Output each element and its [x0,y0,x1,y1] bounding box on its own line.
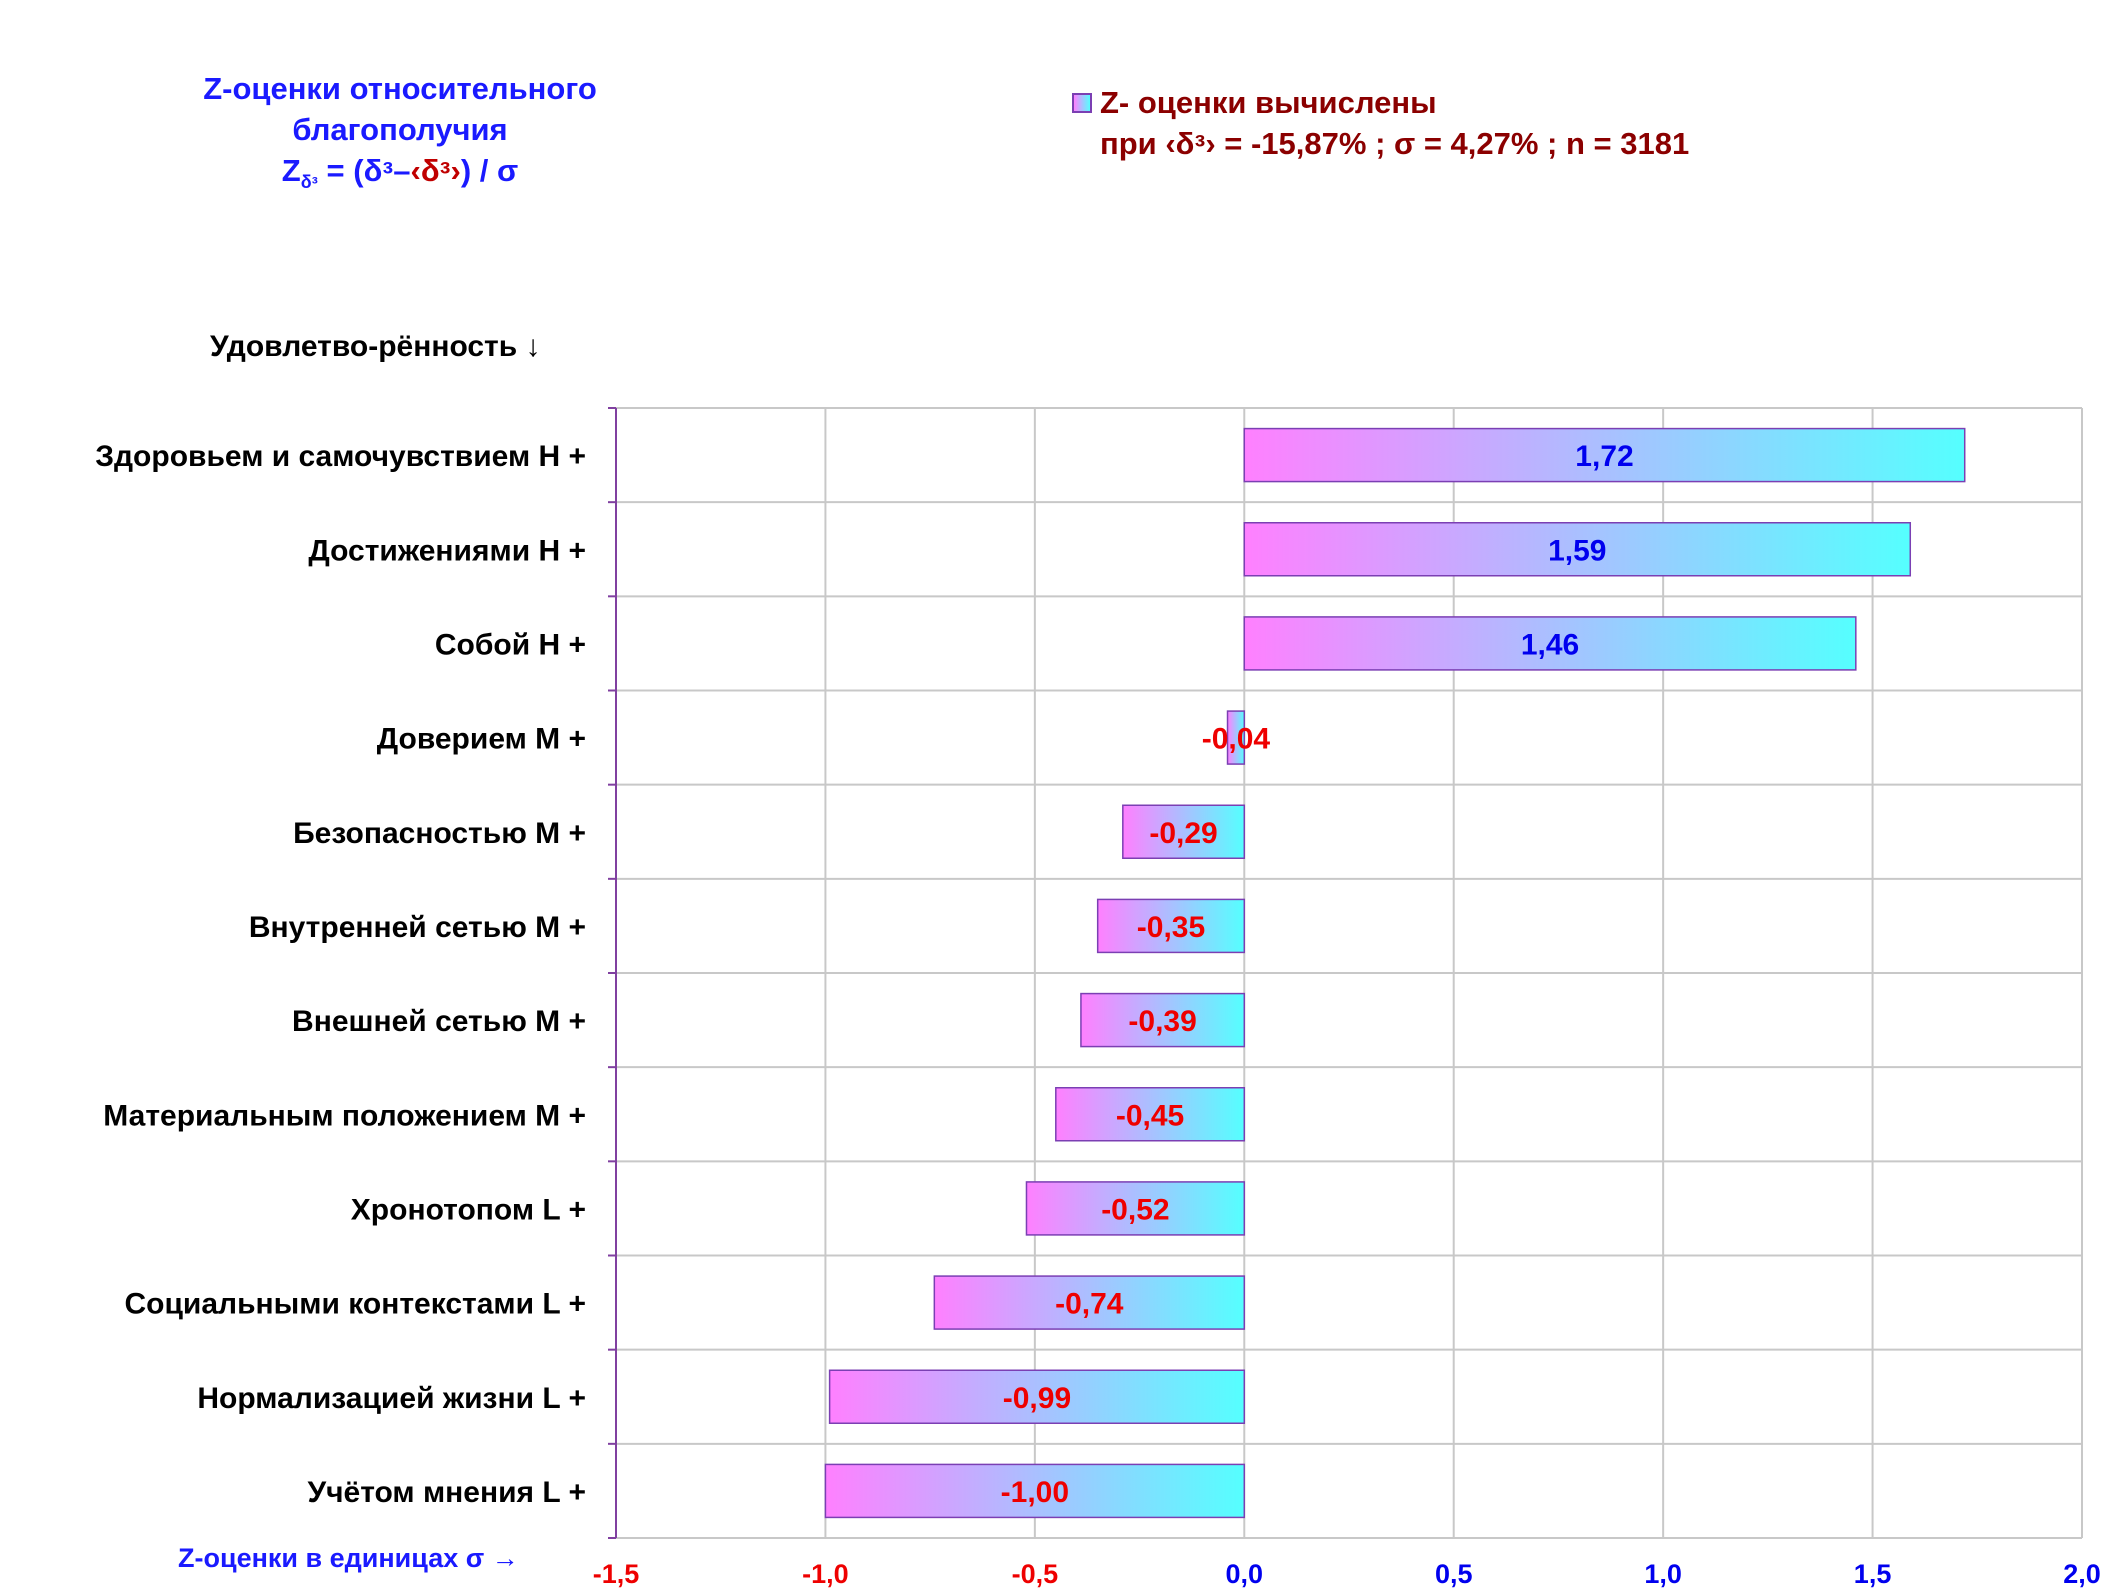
category-label: Учётом мнения L + [307,1476,586,1509]
bar-value-label: -0,04 [1202,723,1271,756]
bar-value-label: -0,74 [1055,1288,1124,1321]
bar [1080,992,1246,1048]
x-tick-label: 2,0 [2063,1559,2101,1589]
bar-value-label: -0,39 [1128,1005,1196,1038]
x-tick-label: -1,5 [593,1559,640,1589]
x-tick-label: 0,0 [1226,1559,1264,1589]
category-label: Собой H + [435,628,586,661]
category-label: Социальными контекстами L + [125,1288,587,1321]
bar [1055,1087,1246,1142]
grid [608,407,2083,1539]
bar [1226,710,1246,765]
bar-value-label: -0,99 [1003,1382,1071,1415]
formula-z: Z [281,153,301,188]
legend-label: Z- оценки вычислены [1100,85,1437,120]
legend-params: при ‹δᶟ› = -15,87% ; σ = 4,27% ; n = 318… [1100,126,1690,161]
category-label: Хронотопом L + [351,1193,586,1226]
chart-title-line1: Z-оценки относительного [203,71,597,106]
category-label: Нормализацией жизни L + [197,1382,586,1415]
x-axis-label: Z-оценки в единицах σ → [178,1543,519,1573]
category-label: Здоровьем и самочувствием H + [95,440,586,473]
category-label: Безопасностью M + [293,817,586,850]
chart-formula: Zδᶟ = (δᶟ–‹δᶟ›) / σ [120,150,680,203]
legend-swatch [1072,92,1092,113]
legend: Z- оценки вычислены при ‹δᶟ› = -15,87% ;… [1072,82,1689,164]
formula-mean: ‹δᶟ› [410,153,461,188]
category-label: Доверием M + [377,723,586,756]
category-labels: Здоровьем и самочувствием H + Достижениям… [95,440,586,1509]
bar-value-label: -0,29 [1149,817,1217,850]
x-tick-label: -0,5 [1012,1559,1059,1589]
bar [828,1369,1246,1424]
bar [1122,804,1246,859]
x-tick-label: 1,5 [1854,1559,1892,1589]
chart-title-block: Z-оценки относительного благополучия Zδᶟ… [120,68,680,203]
x-tick-label: 1,0 [1644,1559,1682,1589]
bar-value-label: -0,45 [1116,1099,1184,1132]
chart-title-line2: благополучия [292,112,508,147]
bar-value-label: -0,35 [1137,911,1205,944]
formula-eq: = (δᶟ– [317,153,411,188]
bar [1096,898,1246,954]
bar-value-label: -1,00 [1001,1476,1069,1509]
bar-value-label: -0,52 [1101,1193,1169,1226]
bar-value-label: 1,59 [1548,534,1606,567]
x-tick-label: 0,5 [1435,1559,1473,1589]
category-label: Внутренней сетью M + [249,911,586,944]
category-label: Достижениями H + [308,534,586,567]
bar [824,1463,1246,1519]
bar-value-label: 1,46 [1521,628,1579,661]
bar [1243,522,1912,577]
x-tick-labels: -1,5 -1,0 -0,5 0,0 0,5 1,0 1,5 2,0 [593,1559,2101,1589]
y-axis-header: Удовлетво-рённость ↓ [210,330,541,363]
bar-labels: 1,72 1,59 1,46 -0,04 -0,29 -0,35 -0,39 -0,45 -0,… [1001,440,1634,1509]
formula-subscript: δᶟ [300,172,318,193]
bar [933,1275,1246,1330]
bar [1243,616,1857,671]
x-tick-label: -1,0 [802,1559,849,1589]
formula-tail: ) / σ [460,153,519,188]
category-label: Внешней сетью M + [292,1005,586,1038]
bar-value-label: 1,72 [1575,440,1633,473]
bar [1243,427,1966,483]
bar [1025,1181,1246,1236]
bars [824,427,1966,1519]
category-label: Материальным положением M + [103,1099,586,1132]
